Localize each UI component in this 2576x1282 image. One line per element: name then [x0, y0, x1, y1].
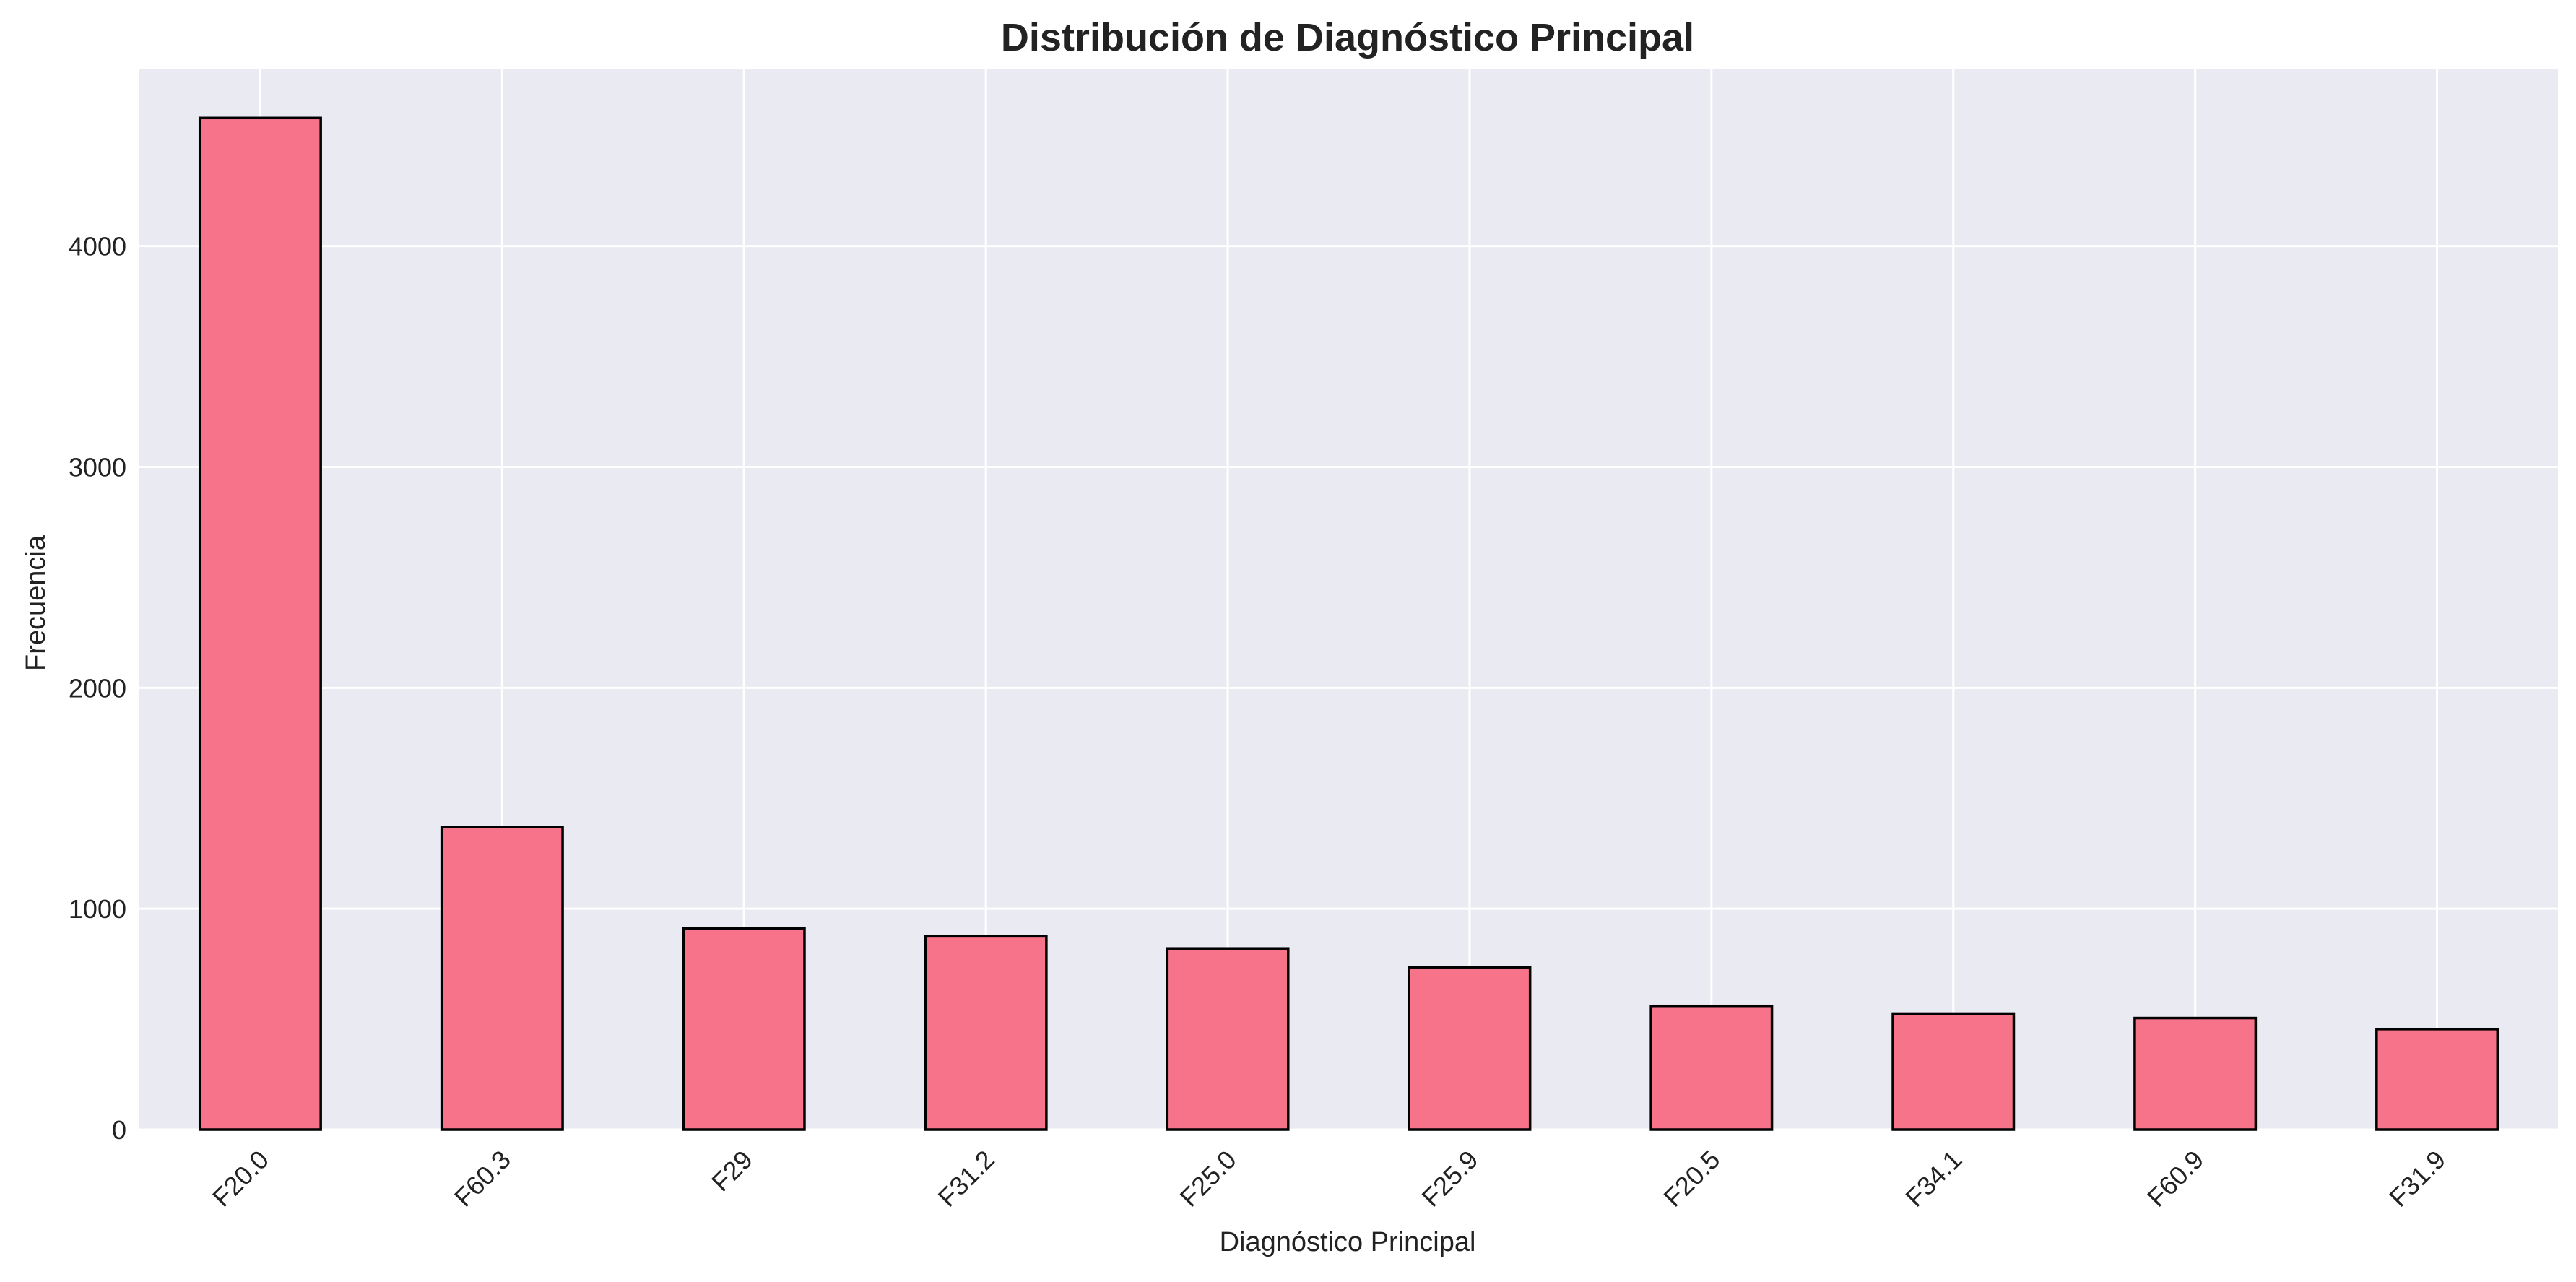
- x-tick-label-6: F20.5: [1657, 1145, 1725, 1213]
- bar-F60.3: [440, 826, 564, 1131]
- x-tick-label-7: F34.1: [1899, 1145, 1967, 1213]
- bar-F60.9: [2133, 1016, 2258, 1131]
- x-tick-label-3: F31.2: [932, 1145, 1000, 1213]
- bar-F31.2: [924, 935, 1048, 1131]
- y-axis-label: Frecuencia: [21, 534, 51, 671]
- x-axis-label: Diagnóstico Principal: [1220, 1227, 1476, 1257]
- x-tick-label-2: F29: [706, 1145, 758, 1197]
- bar-F20.0: [198, 116, 322, 1131]
- x-tick-label-4: F25.0: [1174, 1145, 1242, 1213]
- y-tick-label-1: 1000: [69, 894, 126, 924]
- x-tick-label-9: F31.9: [2383, 1145, 2451, 1213]
- y-tick-label-0: 0: [112, 1115, 126, 1145]
- x-tick-label-8: F60.9: [2141, 1145, 2209, 1213]
- y-tick-label-3: 3000: [69, 453, 126, 482]
- bar-F34.1: [1891, 1012, 2016, 1131]
- y-tick-label-4: 4000: [69, 232, 126, 261]
- bar-F20.5: [1649, 1004, 1774, 1131]
- bar-F25.9: [1408, 966, 1532, 1131]
- bar-F29: [682, 927, 806, 1131]
- bar-F31.9: [2375, 1028, 2499, 1131]
- chart-title: Distribución de Diagnóstico Principal: [1001, 16, 1694, 59]
- x-tick-label-0: F20.0: [207, 1145, 274, 1213]
- x-tick-label-5: F25.9: [1416, 1145, 1484, 1213]
- y-tick-label-2: 2000: [69, 673, 126, 703]
- bar-F25.0: [1166, 947, 1290, 1131]
- x-tick-label-1: F60.3: [448, 1145, 516, 1213]
